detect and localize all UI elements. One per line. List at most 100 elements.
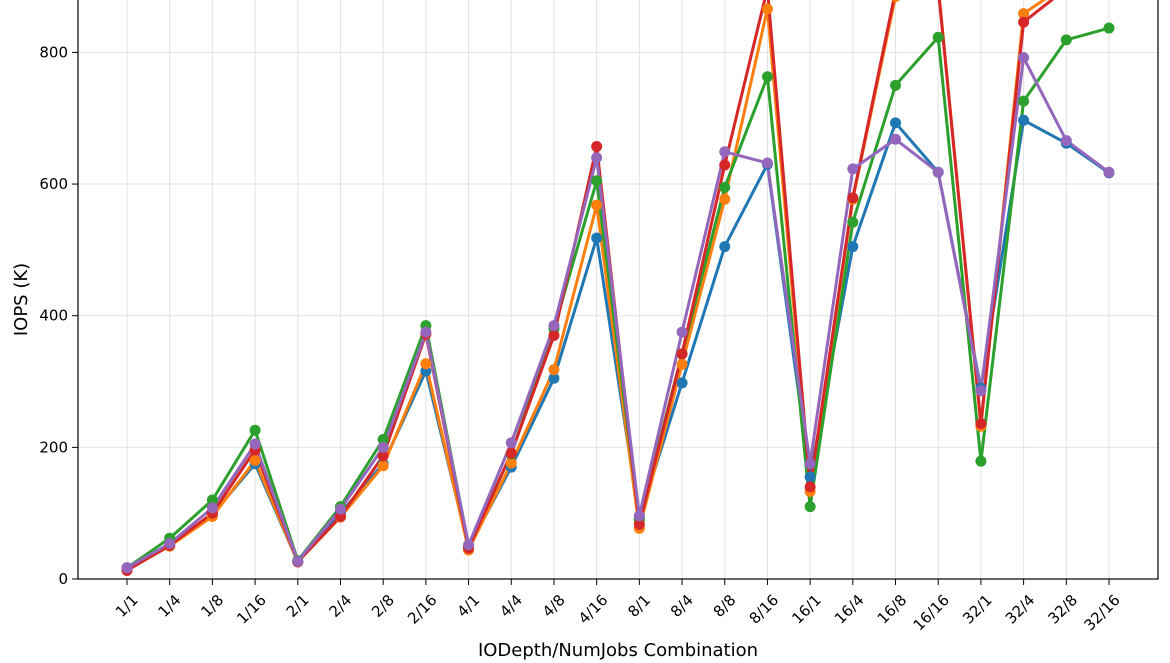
x-tick-label: 32/8 <box>1045 591 1082 628</box>
axes: 1/1 1/4 1/8 1/16 2/1 2/4 2/8 2/16 4/1 4/4 4/8 4/16 8… <box>39 43 1123 634</box>
series-4-point <box>719 159 731 171</box>
series-3-point <box>975 455 987 467</box>
x-tick-label: 32/1 <box>959 591 996 628</box>
series-4-point <box>676 348 688 360</box>
series-3-point <box>1060 34 1072 46</box>
series-3-point <box>591 175 603 187</box>
series-5-point <box>975 385 987 397</box>
series-5-point <box>377 441 389 453</box>
series-5-point <box>1018 52 1030 64</box>
series-3-point <box>1103 22 1115 34</box>
x-tick-label: 1/1 <box>112 591 142 621</box>
series-5-point <box>804 458 816 470</box>
series-1-point <box>1018 114 1030 126</box>
series-3-point <box>932 31 944 43</box>
series-1-point <box>676 377 688 389</box>
x-tick-label: 16/16 <box>910 591 953 634</box>
series-3-point <box>847 216 859 228</box>
series-5-point <box>633 510 645 522</box>
x-tick-label: 1/8 <box>197 591 227 621</box>
x-tick-label: 2/4 <box>325 591 355 621</box>
y-tick-label: 600 <box>39 175 68 193</box>
series-5-point <box>206 502 218 514</box>
x-tick-label: 4/4 <box>496 591 526 621</box>
series-2-point <box>719 193 731 205</box>
series-5-point <box>420 326 432 338</box>
y-tick-label: 800 <box>39 43 68 61</box>
series-3-point <box>377 433 389 445</box>
series-5-point <box>334 503 346 515</box>
series-5-point <box>719 146 731 158</box>
series-2-point <box>1018 8 1030 20</box>
x-tick-label: 4/1 <box>454 591 484 621</box>
series-5-point <box>505 437 517 449</box>
series-5-point <box>1103 166 1115 178</box>
series-5-point <box>292 555 304 567</box>
x-tick-label: 8/16 <box>746 591 783 628</box>
series-5-point <box>847 163 859 175</box>
series-4-point <box>633 518 645 530</box>
x-tick-label: 8/1 <box>624 591 654 621</box>
series-2-point <box>591 199 603 211</box>
series-2-point <box>377 460 389 472</box>
x-tick-label: 1/16 <box>233 591 270 628</box>
series-4-point <box>377 450 389 462</box>
x-tick-label: 2/8 <box>368 591 398 621</box>
series-4-point <box>505 447 517 459</box>
series-3-point <box>761 71 773 83</box>
series-4-point <box>804 481 816 493</box>
x-tick-label: 16/8 <box>874 591 911 628</box>
series-1-point <box>847 241 859 253</box>
series-5-point <box>463 539 475 551</box>
series-4-point <box>975 418 987 430</box>
series-3-point <box>719 181 731 193</box>
series-4-point <box>591 141 603 153</box>
x-tick-label: 16/4 <box>831 591 868 628</box>
x-tick-label: 2/16 <box>404 591 441 628</box>
y-axis-title: IOPS (K) <box>11 263 32 336</box>
series-4-point <box>847 192 859 204</box>
x-tick-label: 32/16 <box>1080 591 1123 634</box>
series-3-point <box>206 494 218 506</box>
series-1-point <box>548 372 560 384</box>
series-5-point <box>1060 135 1072 147</box>
x-tick-label: 1/4 <box>155 591 185 621</box>
series-2-point <box>249 455 261 467</box>
series-2-point <box>761 3 773 15</box>
series-3-point <box>890 79 902 91</box>
x-tick-label: 4/8 <box>539 591 569 621</box>
series-5-point <box>548 320 560 332</box>
series-2-point <box>505 457 517 469</box>
y-tick-label: 200 <box>39 438 68 456</box>
series-lines <box>125 0 1111 572</box>
y-tick-label: 0 <box>58 570 68 588</box>
series-points <box>121 0 1115 576</box>
series-3-point <box>804 501 816 513</box>
x-tick-label: 4/16 <box>575 591 612 628</box>
series-5-point <box>932 166 944 178</box>
series-2-point <box>548 364 560 376</box>
series-2-point <box>891 0 900 2</box>
series-5-point <box>591 152 603 164</box>
series-5-point <box>890 133 902 145</box>
series-2-point <box>420 358 432 370</box>
x-tick-label: 32/4 <box>1002 591 1039 628</box>
series-5-point <box>121 562 133 574</box>
x-axis-title: IODepth/NumJobs Combination <box>478 640 758 661</box>
series-4-point <box>1018 16 1030 28</box>
series-5-point <box>164 537 176 549</box>
series-5-point <box>249 438 261 450</box>
series-1-point <box>591 232 603 244</box>
series-line-5 <box>125 56 1111 570</box>
series-2-point <box>676 358 688 370</box>
x-tick-label: 2/1 <box>283 591 313 621</box>
y-tick-label: 400 <box>39 307 68 325</box>
x-tick-label: 8/4 <box>667 591 697 621</box>
series-5-point <box>761 157 773 169</box>
plot-frame <box>77 0 1159 580</box>
series-1-point <box>804 471 816 483</box>
series-5-point <box>676 326 688 338</box>
series-3-point <box>1018 95 1030 107</box>
